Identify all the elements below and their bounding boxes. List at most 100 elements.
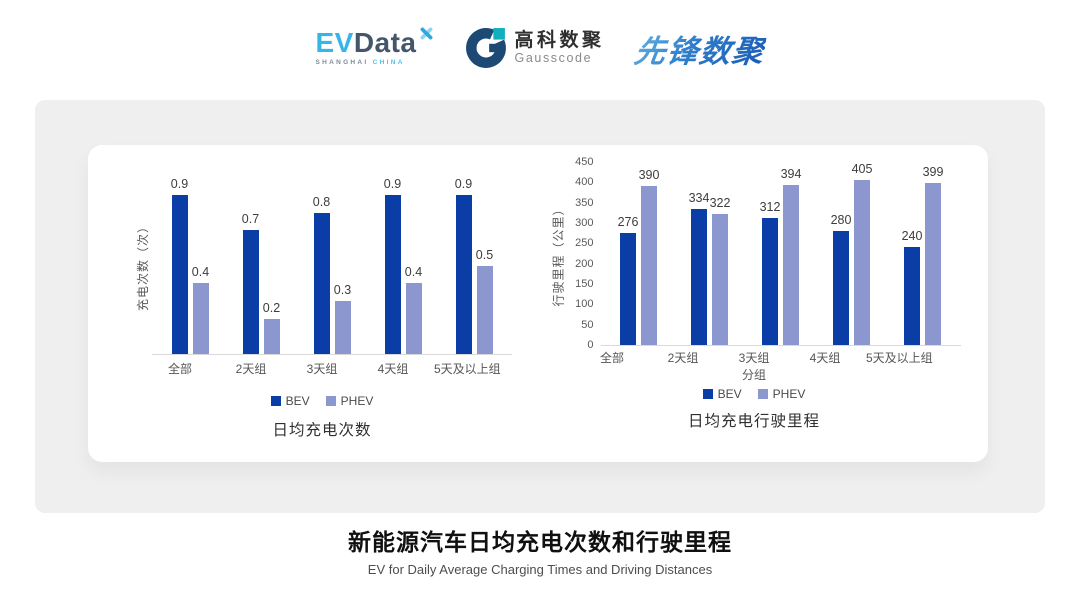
main-subtitle: EV for Daily Average Charging Times and … <box>367 562 713 577</box>
y-tick-label: 450 <box>575 156 594 168</box>
y-tick-label: 50 <box>581 318 594 331</box>
chart-area: 充电次数（次） 0.9 0.4 0.7 0.2 0.8 0.3 0.9 0.4 0.9 0.5 <box>132 175 512 355</box>
bar-value-label: 0.5 <box>475 248 494 262</box>
category-labels: 全部 2天组 3天组 4天组 5天及以上组 <box>574 350 934 366</box>
category-label: 全部 <box>167 362 192 376</box>
legend-label: PHEV <box>340 394 374 408</box>
y-tick-label: 300 <box>575 217 594 229</box>
bar-phev: 0.3 <box>334 284 351 354</box>
y-tick-labels: 0 50 100 150 200 250 300 350 400 450 <box>568 157 594 351</box>
bar-value-label: 0.3 <box>333 283 352 297</box>
gausscode-logo-cn: 高科数聚 <box>514 30 605 52</box>
bar-phev: 405 <box>852 163 872 345</box>
bar-phev: 0.2 <box>263 302 280 354</box>
charts-card: 充电次数（次） 0.9 0.4 0.7 0.2 0.8 0.3 0.9 0.4 0.9 0.5 全部 2… <box>88 145 988 462</box>
x-axis-label: 分组 <box>741 368 766 382</box>
category-label: 4天组 <box>377 362 409 376</box>
bar-group: 0.9 0.5 <box>444 178 504 354</box>
chart-title: 日均充电次数 <box>272 422 372 439</box>
y-tick-label: 100 <box>575 298 594 311</box>
category-label: 3天组 <box>738 351 770 365</box>
bar-value-label: 276 <box>617 215 639 229</box>
bar-bev: 276 <box>618 216 638 345</box>
plot-area: 0.9 0.4 0.7 0.2 0.8 0.3 0.9 0.4 0.9 0.5 <box>152 175 512 355</box>
xianfeng-logo: 先锋数聚 <box>631 26 767 71</box>
gausscode-g-icon <box>465 28 506 68</box>
bar-value-label: 0.9 <box>170 177 189 191</box>
bar-value-label: 0.9 <box>383 177 402 191</box>
bar-group: 280 405 <box>822 163 882 345</box>
bar-group: 0.7 0.2 <box>231 213 291 354</box>
bar-phev: 0.5 <box>476 249 493 354</box>
category-labels: 全部 2天组 3天组 4天组 5天及以上组 <box>142 361 502 377</box>
bar-value-label: 0.8 <box>312 195 331 209</box>
category-label: 5天及以上组 <box>866 351 933 365</box>
header-logos: EV Data SHANGHAI CHINA 高科数聚 Gausscode <box>0 0 1080 96</box>
chart-area: 行驶里程（公里） 0 50 100 150 200 250 300 350 400 450 276 39… <box>548 157 961 351</box>
bar-value-label: 0.7 <box>241 212 260 226</box>
plot-area: 276 390 334 322 312 394 280 405 240 399 <box>600 163 961 346</box>
evdata-logo-ev: EV <box>315 27 354 59</box>
bar-bev: 312 <box>760 201 780 345</box>
bar-value-label: 0.2 <box>262 301 281 315</box>
evdata-logo-tagline: SHANGHAI CHINA <box>315 59 405 67</box>
legend-label: PHEV <box>772 387 806 401</box>
bar-group: 312 394 <box>751 168 811 345</box>
y-tick-label: 150 <box>575 278 594 290</box>
bar-value-label: 240 <box>901 229 923 243</box>
bar-bev: 0.9 <box>171 178 188 354</box>
y-tick-label: 0 <box>587 339 594 351</box>
category-label: 2天组 <box>235 362 267 376</box>
bar-phev: 390 <box>639 169 659 345</box>
bar-value-label: 0.9 <box>454 177 473 191</box>
legend-item-phev: PHEV <box>757 387 806 401</box>
y-axis-label: 充电次数（次） <box>135 219 150 311</box>
bar-value-label: 405 <box>851 162 873 176</box>
legend-swatch-bev <box>702 389 713 399</box>
y-axis: 充电次数（次） <box>132 175 152 355</box>
bar-bev: 240 <box>902 230 922 345</box>
bar-bev: 334 <box>689 192 709 345</box>
legend-swatch-phev <box>325 396 336 406</box>
bar-value-label: 390 <box>638 168 660 182</box>
bar-value-label: 312 <box>759 200 781 214</box>
bar-group: 0.9 0.4 <box>373 178 433 354</box>
main-title: 新能源汽车日均充电次数和行驶里程 <box>348 529 732 555</box>
legend-item-phev: PHEV <box>325 394 374 408</box>
y-axis: 行驶里程（公里） <box>548 163 568 346</box>
bar-group: 0.8 0.3 <box>302 196 362 354</box>
bar-phev: 399 <box>923 166 943 345</box>
category-label: 2天组 <box>667 351 699 365</box>
y-tick-label: 400 <box>575 176 594 189</box>
bar-bev: 0.8 <box>313 196 330 354</box>
bar-phev: 0.4 <box>405 266 422 354</box>
bar-value-label: 394 <box>780 167 802 181</box>
category-label: 全部 <box>599 351 624 365</box>
evdata-logo-data: Data <box>353 27 417 59</box>
bar-phev: 394 <box>781 168 801 345</box>
legend-label: BEV <box>285 394 310 408</box>
bar-value-label: 399 <box>922 165 944 179</box>
gausscode-logo-en: Gausscode <box>514 51 593 66</box>
legend: BEV PHEV <box>270 394 374 408</box>
charts-panel: 充电次数（次） 0.9 0.4 0.7 0.2 0.8 0.3 0.9 0.4 0.9 0.5 全部 2… <box>35 100 1045 513</box>
bar-value-label: 334 <box>688 191 710 205</box>
evdata-logo: EV Data SHANGHAI CHINA <box>315 27 434 67</box>
legend-swatch-phev <box>757 389 768 399</box>
legend-swatch-bev <box>270 396 281 406</box>
bar-group: 0.9 0.4 <box>160 178 220 354</box>
bar-bev: 0.9 <box>455 178 472 354</box>
bar-bev: 0.9 <box>384 178 401 354</box>
bar-value-label: 322 <box>709 196 731 210</box>
bar-group: 334 322 <box>680 192 740 345</box>
gausscode-logo: 高科数聚 Gausscode <box>465 27 605 69</box>
chart-daily-charging-times: 充电次数（次） 0.9 0.4 0.7 0.2 0.8 0.3 0.9 0.4 0.9 0.5 全部 2… <box>106 145 538 462</box>
bar-bev: 280 <box>831 214 851 345</box>
evdata-pinwheel-icon <box>420 27 432 40</box>
bar-phev: 0.4 <box>192 266 209 354</box>
bar-group: 240 399 <box>893 166 953 345</box>
bar-value-label: 0.4 <box>191 265 210 279</box>
bar-value-label: 0.4 <box>404 265 423 279</box>
category-label: 5天及以上组 <box>434 362 501 376</box>
